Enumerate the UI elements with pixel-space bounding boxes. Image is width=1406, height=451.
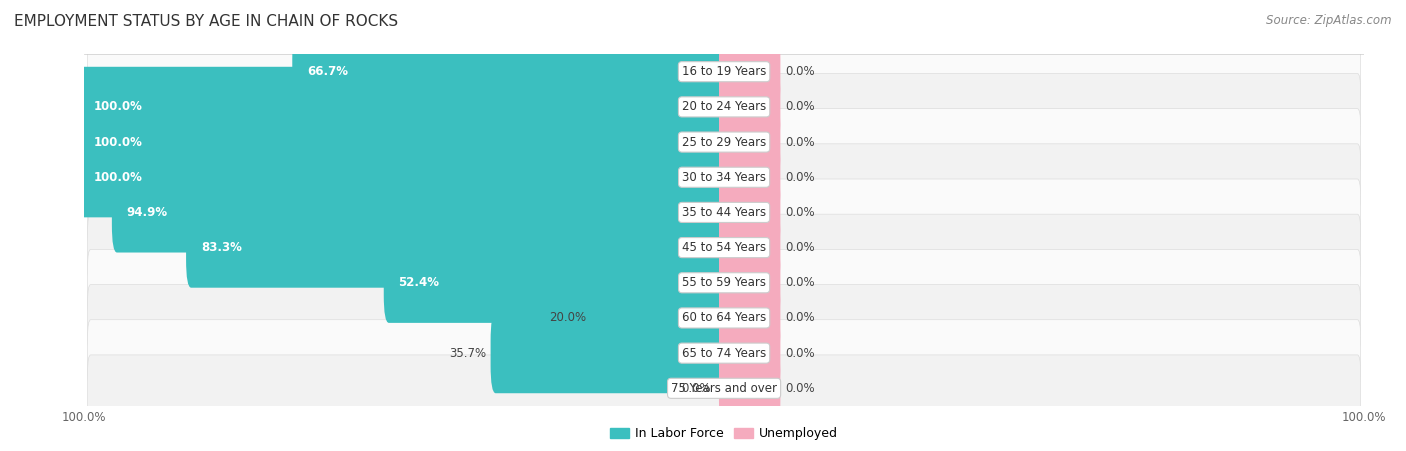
FancyBboxPatch shape — [718, 348, 780, 428]
Text: 66.7%: 66.7% — [307, 65, 349, 78]
FancyBboxPatch shape — [718, 313, 780, 393]
Text: 30 to 34 Years: 30 to 34 Years — [682, 171, 766, 184]
Text: 52.4%: 52.4% — [398, 276, 440, 289]
Text: 0.0%: 0.0% — [785, 312, 814, 324]
Text: 83.3%: 83.3% — [201, 241, 242, 254]
Text: 94.9%: 94.9% — [127, 206, 167, 219]
Text: 0.0%: 0.0% — [785, 347, 814, 359]
FancyBboxPatch shape — [718, 137, 780, 217]
Text: 0.0%: 0.0% — [785, 65, 814, 78]
Text: 16 to 19 Years: 16 to 19 Years — [682, 65, 766, 78]
FancyBboxPatch shape — [718, 102, 780, 182]
Text: 0.0%: 0.0% — [785, 382, 814, 395]
Text: 100.0%: 100.0% — [94, 171, 143, 184]
Text: 0.0%: 0.0% — [785, 101, 814, 113]
FancyBboxPatch shape — [591, 278, 730, 358]
Text: 75 Years and over: 75 Years and over — [671, 382, 778, 395]
Text: 45 to 54 Years: 45 to 54 Years — [682, 241, 766, 254]
FancyBboxPatch shape — [79, 137, 730, 217]
FancyBboxPatch shape — [87, 144, 1361, 211]
FancyBboxPatch shape — [718, 207, 780, 288]
Text: 0.0%: 0.0% — [785, 206, 814, 219]
Text: 0.0%: 0.0% — [785, 136, 814, 148]
Text: 0.0%: 0.0% — [785, 171, 814, 184]
Text: 65 to 74 Years: 65 to 74 Years — [682, 347, 766, 359]
Text: 0.0%: 0.0% — [785, 276, 814, 289]
FancyBboxPatch shape — [718, 172, 780, 253]
Text: Source: ZipAtlas.com: Source: ZipAtlas.com — [1267, 14, 1392, 27]
FancyBboxPatch shape — [718, 67, 780, 147]
Legend: In Labor Force, Unemployed: In Labor Force, Unemployed — [605, 423, 844, 446]
FancyBboxPatch shape — [292, 32, 730, 112]
Text: 100.0%: 100.0% — [94, 101, 143, 113]
FancyBboxPatch shape — [87, 285, 1361, 351]
Text: 20 to 24 Years: 20 to 24 Years — [682, 101, 766, 113]
Text: 60 to 64 Years: 60 to 64 Years — [682, 312, 766, 324]
FancyBboxPatch shape — [79, 102, 730, 182]
FancyBboxPatch shape — [87, 179, 1361, 246]
Text: 0.0%: 0.0% — [785, 241, 814, 254]
Text: 25 to 29 Years: 25 to 29 Years — [682, 136, 766, 148]
FancyBboxPatch shape — [491, 313, 730, 393]
FancyBboxPatch shape — [87, 355, 1361, 422]
Text: EMPLOYMENT STATUS BY AGE IN CHAIN OF ROCKS: EMPLOYMENT STATUS BY AGE IN CHAIN OF ROC… — [14, 14, 398, 28]
FancyBboxPatch shape — [87, 109, 1361, 175]
FancyBboxPatch shape — [87, 249, 1361, 316]
FancyBboxPatch shape — [186, 207, 730, 288]
FancyBboxPatch shape — [87, 214, 1361, 281]
FancyBboxPatch shape — [87, 74, 1361, 140]
FancyBboxPatch shape — [87, 320, 1361, 387]
FancyBboxPatch shape — [718, 243, 780, 323]
Text: 100.0%: 100.0% — [94, 136, 143, 148]
FancyBboxPatch shape — [718, 278, 780, 358]
Text: 55 to 59 Years: 55 to 59 Years — [682, 276, 766, 289]
Text: 35 to 44 Years: 35 to 44 Years — [682, 206, 766, 219]
FancyBboxPatch shape — [87, 38, 1361, 105]
FancyBboxPatch shape — [384, 243, 730, 323]
Text: 0.0%: 0.0% — [682, 382, 711, 395]
FancyBboxPatch shape — [112, 172, 730, 253]
Text: 35.7%: 35.7% — [449, 347, 486, 359]
Text: 20.0%: 20.0% — [550, 312, 586, 324]
FancyBboxPatch shape — [79, 67, 730, 147]
FancyBboxPatch shape — [718, 32, 780, 112]
